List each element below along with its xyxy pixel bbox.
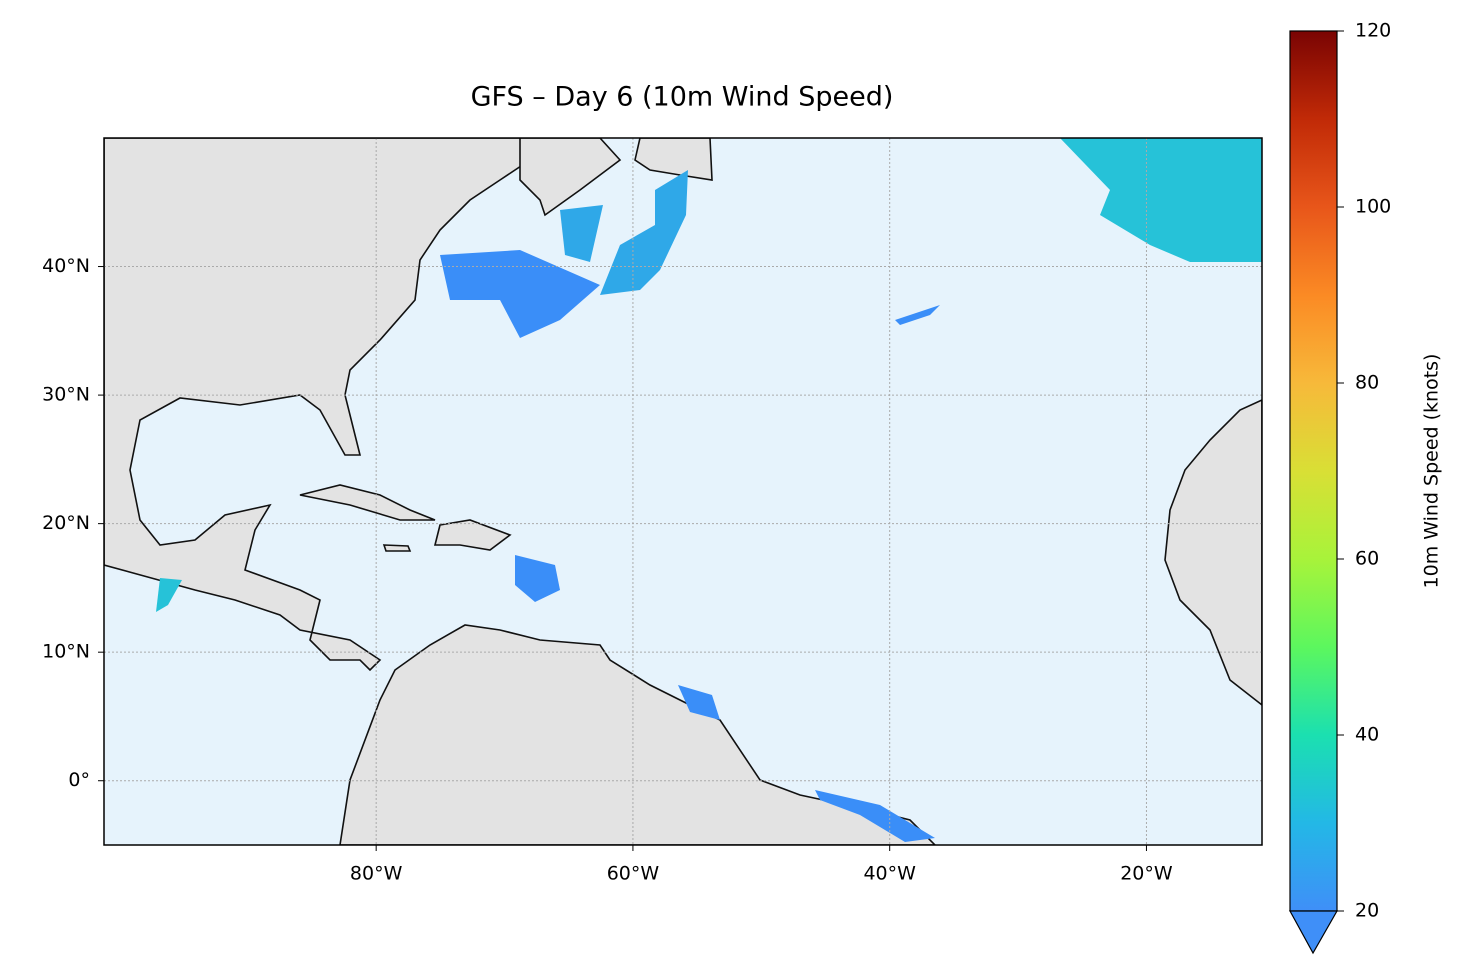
x-tick-label: 20°W [1120, 863, 1173, 885]
colorbar-tick-label: 60 [1355, 548, 1379, 570]
x-tick-label: 40°W [863, 863, 916, 885]
wind-area [560, 205, 603, 262]
y-tick-label: 0° [68, 769, 90, 791]
colorbar-label: 10m Wind Speed (knots) [1421, 354, 1443, 589]
wind-area [1060, 138, 1262, 262]
y-tick-label: 20°N [42, 512, 90, 534]
y-tick-label: 30°N [42, 384, 90, 406]
y-tick-label: 10°N [42, 641, 90, 663]
wind-area [678, 685, 720, 720]
x-tick-label: 60°W [607, 863, 660, 885]
jamaica [382, 544, 412, 552]
wind-area [895, 305, 940, 325]
north-central-america [104, 138, 547, 672]
x-tick-label: 80°W [350, 863, 403, 885]
land-layer [104, 138, 1262, 845]
hispaniola [433, 519, 512, 551]
colorbar-extend [1288, 910, 1339, 955]
chart-title: GFS – Day 6 (10m Wind Speed) [471, 82, 894, 113]
y-tick-label: 40°N [42, 255, 90, 277]
wind-area [440, 250, 600, 338]
wind-area [600, 170, 688, 295]
colorbar-tick-label: 100 [1355, 196, 1391, 218]
map-frame [103, 137, 1263, 846]
wind-area [815, 790, 935, 842]
colorbar-tick-label: 20 [1355, 900, 1379, 922]
colorbar-tick-label: 40 [1355, 724, 1379, 746]
colorbar-tick-label: 120 [1355, 20, 1391, 42]
colorbar-tick-label: 80 [1355, 372, 1379, 394]
nova-scotia [519, 138, 622, 217]
cuba [299, 484, 436, 521]
grid-layer [104, 138, 1262, 845]
wind-area [156, 578, 182, 612]
africa [1164, 399, 1262, 707]
colorbar [1289, 30, 1338, 912]
wind-area [515, 555, 560, 602]
